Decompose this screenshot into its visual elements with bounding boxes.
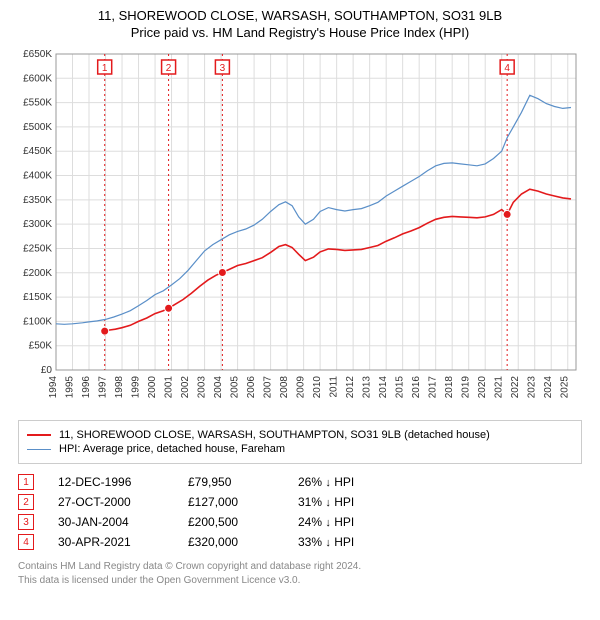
svg-text:£500K: £500K [23,122,52,133]
sale-diff: 24% ↓ HPI [298,515,354,529]
credit-line: Contains HM Land Registry data © Crown c… [18,560,582,574]
sale-marker: 1 [18,474,34,490]
svg-text:4: 4 [504,63,510,74]
svg-text:3: 3 [220,63,226,74]
svg-text:2011: 2011 [329,376,340,398]
arrow-down-icon: ↓ [325,537,331,549]
svg-text:2021: 2021 [494,376,505,399]
legend-label: HPI: Average price, detached house, Fare… [59,443,285,455]
price-chart: £0 £50K £100K £150K £200K £250K £300K £350K £400… [18,48,582,408]
svg-text:2004: 2004 [213,376,224,399]
legend-label: 11, SHOREWOOD CLOSE, WARSASH, SOUTHAMPTO… [59,429,490,441]
svg-text:1: 1 [102,63,108,74]
svg-text:£550K: £550K [23,98,52,109]
svg-text:£200K: £200K [23,268,52,279]
svg-text:2006: 2006 [246,376,257,399]
arrow-down-icon: ↓ [325,517,331,529]
svg-text:£450K: £450K [23,146,52,157]
svg-text:2015: 2015 [395,376,406,399]
svg-text:2018: 2018 [444,376,455,399]
svg-text:2012: 2012 [345,376,356,399]
svg-text:1996: 1996 [81,376,92,399]
legend-swatch [27,449,51,450]
svg-text:2003: 2003 [197,376,208,399]
legend: 11, SHOREWOOD CLOSE, WARSASH, SOUTHAMPTO… [18,420,582,464]
svg-text:1995: 1995 [65,376,76,399]
sale-date: 30-JAN-2004 [58,515,188,529]
svg-text:2005: 2005 [230,376,241,399]
sale-date: 12-DEC-1996 [58,475,188,489]
svg-text:2000: 2000 [147,376,158,399]
sale-row: 1 12-DEC-1996£79,95026% ↓ HPI [18,474,582,490]
sale-price: £79,950 [188,475,298,489]
chart-svg: £0 £50K £100K £150K £200K £250K £300K £350K £400… [18,48,582,408]
svg-text:£0: £0 [41,365,53,376]
sale-date: 27-OCT-2000 [58,495,188,509]
chart-subtitle: Price paid vs. HM Land Registry's House … [8,25,592,40]
sale-row: 2 27-OCT-2000£127,00031% ↓ HPI [18,494,582,510]
credit-line: This data is licensed under the Open Gov… [18,574,582,588]
svg-text:2019: 2019 [461,376,472,399]
legend-item: 11, SHOREWOOD CLOSE, WARSASH, SOUTHAMPTO… [27,429,573,441]
svg-text:£250K: £250K [23,243,52,254]
sale-row: 3 30-JAN-2004£200,50024% ↓ HPI [18,514,582,530]
svg-text:2008: 2008 [279,376,290,399]
svg-text:2023: 2023 [527,376,538,399]
svg-text:£650K: £650K [23,49,52,60]
svg-text:2016: 2016 [411,376,422,399]
svg-text:2009: 2009 [296,376,307,399]
sale-marker: 4 [18,534,34,550]
sale-price: £200,500 [188,515,298,529]
chart-title: 11, SHOREWOOD CLOSE, WARSASH, SOUTHAMPTO… [8,8,592,23]
svg-text:2020: 2020 [477,376,488,399]
svg-text:2017: 2017 [428,376,439,399]
svg-text:£600K: £600K [23,73,52,84]
sale-date: 30-APR-2021 [58,535,188,549]
sale-diff: 31% ↓ HPI [298,495,354,509]
svg-text:£350K: £350K [23,195,52,206]
legend-swatch [27,434,51,436]
credits: Contains HM Land Registry data © Crown c… [18,560,582,588]
svg-text:£100K: £100K [23,316,52,327]
svg-text:£150K: £150K [23,292,52,303]
svg-text:1997: 1997 [98,376,109,399]
svg-text:2014: 2014 [378,376,389,399]
sale-row: 4 30-APR-2021£320,00033% ↓ HPI [18,534,582,550]
sale-price: £127,000 [188,495,298,509]
sale-marker: 2 [18,494,34,510]
svg-text:2022: 2022 [510,376,521,399]
svg-text:1994: 1994 [48,376,59,399]
svg-text:2013: 2013 [362,376,373,399]
svg-text:£50K: £50K [29,341,53,352]
svg-text:2007: 2007 [263,376,274,399]
svg-text:2024: 2024 [543,376,554,399]
sale-diff: 26% ↓ HPI [298,475,354,489]
sale-marker: 3 [18,514,34,530]
svg-text:1998: 1998 [114,376,125,399]
svg-text:2010: 2010 [312,376,323,399]
arrow-down-icon: ↓ [325,497,331,509]
svg-text:2025: 2025 [560,376,571,399]
sale-price: £320,000 [188,535,298,549]
svg-text:£300K: £300K [23,219,52,230]
svg-text:1999: 1999 [131,376,142,399]
sale-diff: 33% ↓ HPI [298,535,354,549]
legend-item: HPI: Average price, detached house, Fare… [27,443,573,455]
sales-table: 1 12-DEC-1996£79,95026% ↓ HPI 2 27-OCT-2000… [18,474,582,550]
svg-text:2001: 2001 [164,376,175,399]
svg-text:2: 2 [166,63,172,74]
arrow-down-icon: ↓ [325,477,331,489]
svg-text:2002: 2002 [180,376,191,399]
svg-text:£400K: £400K [23,171,52,182]
